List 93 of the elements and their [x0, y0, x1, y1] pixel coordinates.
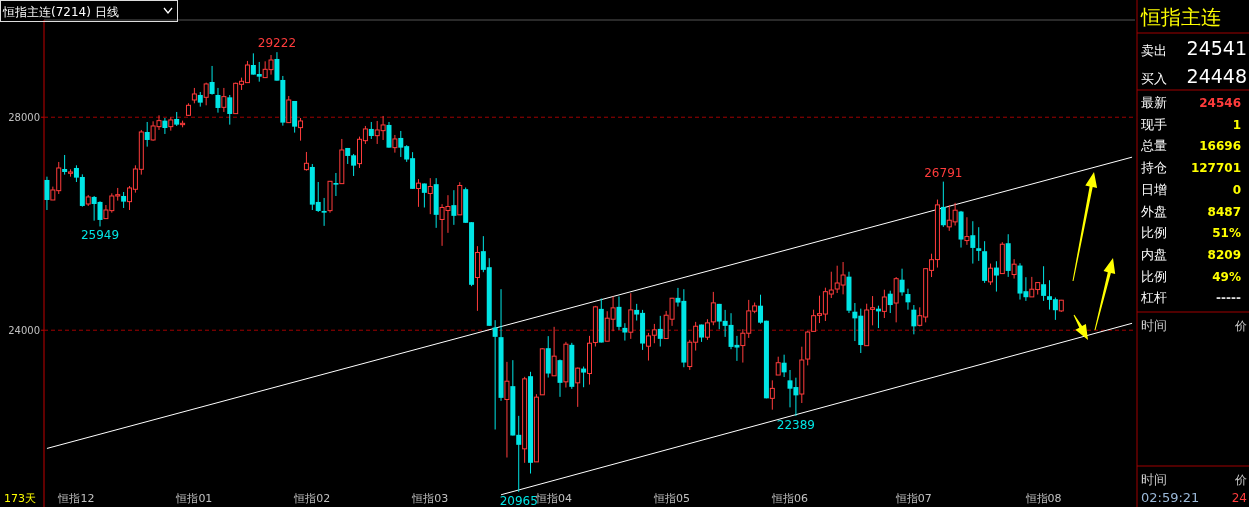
- text: 买入: [1141, 71, 1167, 86]
- candlestick: [657, 315, 663, 348]
- annotation: 26791: [924, 165, 963, 180]
- candlestick: [451, 189, 457, 226]
- candlestick: [881, 289, 887, 319]
- candlestick: [781, 354, 787, 378]
- text: 24448: [1186, 65, 1247, 87]
- text: 02:59:21: [1141, 490, 1200, 505]
- text: 杠杆: [1140, 290, 1167, 306]
- text: 0: [1232, 182, 1241, 197]
- text: -----: [1216, 291, 1242, 306]
- candlestick: [303, 151, 309, 172]
- candlestick: [1011, 258, 1017, 280]
- annotation: 22389: [776, 418, 815, 433]
- text: 价: [1234, 473, 1247, 487]
- text: 比例: [1141, 225, 1167, 241]
- candlestick: [557, 359, 563, 398]
- text: 时间: [1141, 318, 1167, 333]
- candlestick: [976, 226, 982, 262]
- candlestick: [905, 288, 911, 311]
- text: 持仓: [1141, 160, 1167, 176]
- annotation: 20965: [499, 493, 538, 507]
- text: 127701: [1190, 161, 1241, 176]
- x-tick-label: 恒指04: [535, 492, 573, 505]
- text: 外盘: [1141, 203, 1167, 219]
- text: 恒指主连: [1140, 5, 1221, 29]
- candlestick: [775, 356, 781, 376]
- text: 比例: [1141, 268, 1167, 284]
- candlestick: [333, 172, 339, 197]
- annotation: 29222: [257, 36, 297, 51]
- text: 8487: [1207, 204, 1241, 219]
- candlestick: [221, 87, 227, 113]
- candlestick: [1041, 265, 1047, 302]
- candlestick: [227, 94, 233, 126]
- candlestick: [988, 263, 994, 286]
- text: 8209: [1207, 247, 1241, 262]
- candlestick: [970, 220, 976, 265]
- candlestick: [209, 65, 215, 96]
- y-tick-label: 28000: [8, 112, 40, 124]
- candlestick: [504, 361, 510, 458]
- x-tick-label: 恒指08: [1024, 492, 1062, 505]
- candlestick: [911, 304, 917, 335]
- x-tick-label: 恒指02: [293, 492, 331, 505]
- candlestick: [421, 182, 427, 208]
- text: 价: [1234, 319, 1247, 333]
- candlestick: [144, 121, 150, 148]
- candlestick: [415, 178, 421, 208]
- candlestick: [286, 95, 292, 124]
- text: 24: [1231, 491, 1247, 505]
- candlestick: [162, 117, 168, 135]
- text: 最新: [1141, 95, 1167, 110]
- text: 现手: [1141, 116, 1167, 132]
- text: 24546: [1199, 96, 1241, 110]
- text: 1: [1232, 117, 1241, 132]
- chart-title: 恒指主连(7214) 日线: [2, 5, 119, 19]
- candlestick: [581, 366, 587, 388]
- x-tick-label: 恒指01: [175, 492, 213, 505]
- candlestick: [628, 292, 634, 340]
- text: 24541: [1186, 37, 1247, 59]
- candlestick: [44, 176, 50, 211]
- candlestick: [215, 87, 221, 114]
- candlestick: [769, 379, 775, 411]
- candlestick: [887, 290, 893, 314]
- candlestick: [993, 260, 999, 293]
- x-tick-label: 恒指06: [771, 492, 809, 505]
- candlestick: [321, 197, 327, 227]
- text: 总量: [1140, 138, 1167, 154]
- candlestick: [899, 268, 905, 297]
- candlestick: [298, 117, 304, 142]
- candlestick: [551, 326, 557, 377]
- candlestick: [964, 216, 970, 246]
- candlestick: [386, 121, 392, 149]
- y-tick-label: 24000: [8, 325, 40, 337]
- text: 51%: [1212, 226, 1241, 241]
- x-tick-label: 恒指12: [57, 492, 95, 505]
- x-tick-label: 恒指07: [894, 492, 932, 505]
- candlestick: [616, 296, 622, 331]
- text: 内盘: [1141, 246, 1167, 262]
- text: 173天: [4, 492, 36, 505]
- candlestick: [622, 322, 628, 342]
- candlestick: [940, 181, 946, 228]
- text: 16696: [1199, 139, 1241, 154]
- candlestick: [62, 154, 68, 176]
- annotation: 25949: [80, 228, 120, 243]
- x-tick-label: 恒指03: [411, 492, 449, 505]
- text: 49%: [1212, 269, 1241, 284]
- x-tick-label: 恒指05: [653, 492, 691, 505]
- text: 卖出: [1141, 43, 1167, 58]
- candlestick: [427, 177, 433, 215]
- candlestick: [575, 367, 581, 408]
- text: 日增: [1141, 181, 1167, 197]
- text: 时间: [1141, 472, 1167, 487]
- candlestick: [492, 319, 498, 430]
